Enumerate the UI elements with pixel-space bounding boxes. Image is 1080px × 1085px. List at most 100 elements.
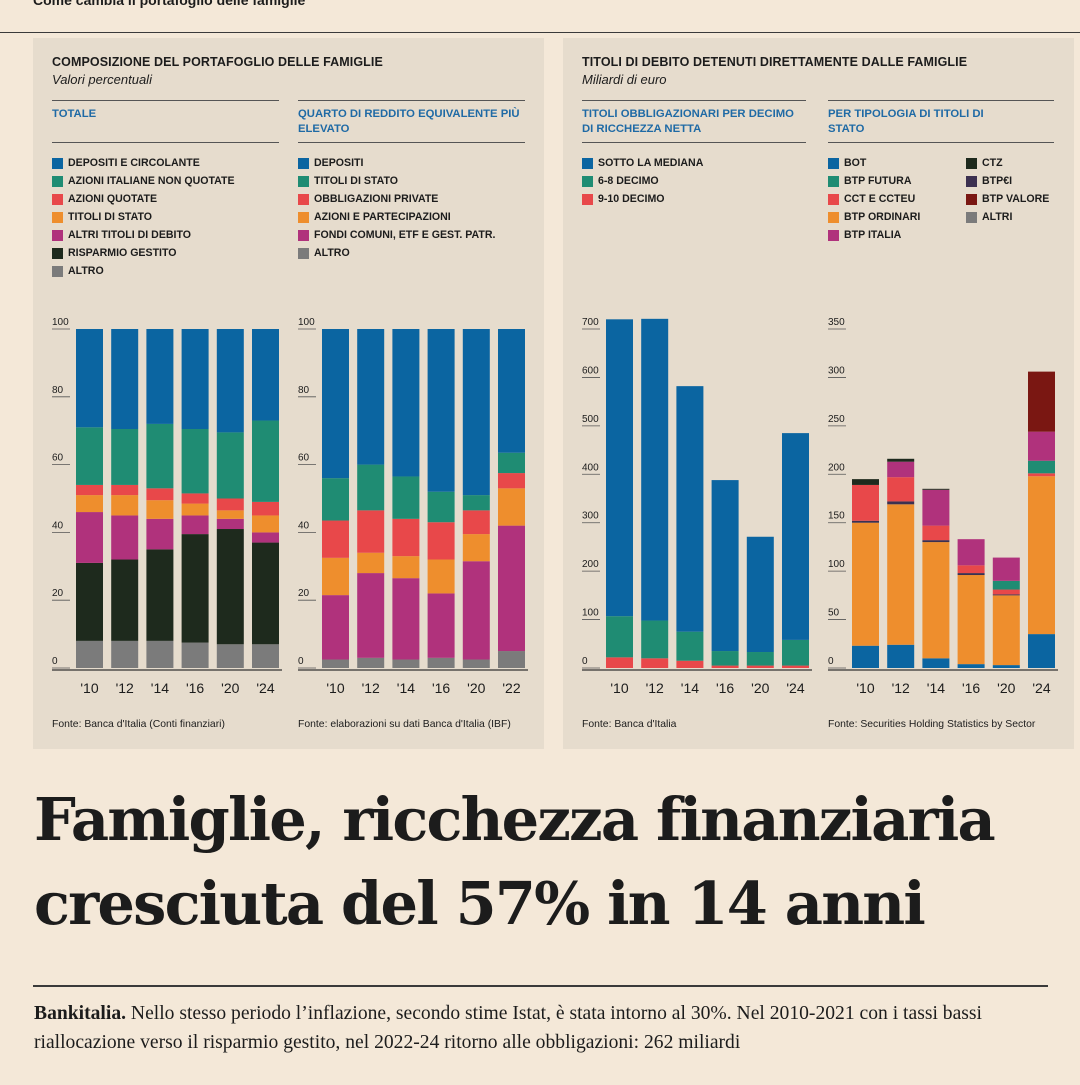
bar-segment [427, 593, 455, 658]
bar-segment [181, 515, 209, 535]
bar-segment [111, 495, 139, 516]
bar-segment [322, 595, 349, 660]
legend-decimo: SOTTO LA MEDIANA 6-8 DECIMO 9-10 DECIMO [582, 154, 703, 208]
bar-segment [992, 557, 1020, 581]
y-tick-label: 20 [298, 588, 310, 599]
bar-segment [146, 640, 174, 668]
panel-portfolio: COMPOSIZIONE DEL PORTAFOGLIO DELLE FAMIG… [33, 38, 544, 749]
x-tick-label: '20 [751, 680, 769, 696]
legend-label: ALTRI TITOLI DI DEBITO [68, 229, 192, 241]
legend-swatch [828, 193, 839, 205]
panel-title: COMPOSIZIONE DEL PORTAFOGLIO DELLE FAMIG… [52, 55, 383, 69]
source-quarto: Fonte: elaborazioni su dati Banca d'Ital… [298, 719, 511, 730]
bar-segment [676, 660, 704, 668]
x-tick-label: '20 [467, 680, 485, 696]
bar-segment [181, 642, 209, 668]
bar-segment [392, 556, 420, 579]
bar-segment [111, 429, 139, 485]
legend-item: ALTRO [298, 244, 495, 262]
bar-segment [887, 501, 915, 505]
bar-segment [181, 493, 209, 504]
bar-segment [1028, 473, 1055, 477]
legend-swatch [298, 247, 309, 259]
bar-segment [76, 484, 103, 496]
bar-segment [498, 329, 525, 453]
legend-item: 6-8 DECIMO [582, 172, 703, 190]
source-decimo: Fonte: Banca d'Italia [582, 719, 677, 730]
bar-segment [1028, 431, 1055, 461]
bar-segment [181, 429, 209, 494]
bar-segment [392, 659, 420, 668]
standfirst-lead: Bankitalia. [34, 1003, 127, 1024]
legend-label: CTZ [982, 157, 1003, 169]
legend-swatch [582, 175, 593, 187]
bar-segment [498, 525, 525, 652]
bar-segment [146, 423, 174, 489]
subheading-decimo: TITOLI OBBLIGAZIONARI PER DECIMO DI RICC… [582, 108, 794, 135]
legend-label: BOT [844, 157, 867, 169]
bar-segment [252, 542, 279, 645]
bar-segment [782, 433, 809, 640]
y-tick-label: 20 [52, 588, 64, 599]
bar-segment [322, 557, 349, 596]
bar-segment [852, 484, 879, 521]
bar-segment [76, 495, 103, 513]
y-tick-label: 400 [582, 462, 599, 473]
bar-segment [111, 329, 139, 430]
bar-segment [357, 657, 385, 668]
bar-segment [606, 657, 633, 668]
bar-segment [76, 640, 103, 668]
bar-segment [852, 522, 879, 646]
bar-segment [992, 665, 1020, 668]
panel-title: TITOLI DI DEBITO DETENUTI DIRETTAMENTE D… [582, 55, 968, 69]
legend-label: 9-10 DECIMO [598, 193, 665, 205]
bar-segment [76, 512, 103, 563]
bar-segment [746, 665, 774, 668]
headline: Famiglie, ricchezza finanziaria cresciut… [34, 778, 996, 946]
y-tick-label: 600 [582, 365, 599, 376]
bar-segment [146, 329, 174, 424]
bar-segment [992, 595, 1020, 666]
legend-item: SOTTO LA MEDIANA [582, 154, 703, 172]
bar-segment [427, 491, 455, 523]
bar-segment [957, 565, 985, 574]
legend-item: TITOLI DI STATO [52, 208, 235, 226]
bar-segment [146, 549, 174, 641]
legend-item: ALTRI [966, 208, 1049, 226]
bar-segment [922, 489, 950, 526]
bar-segment [216, 510, 244, 519]
bar-segment [111, 484, 139, 496]
legend-swatch [298, 193, 309, 205]
legend-swatch [52, 211, 63, 223]
bar-segment [1028, 476, 1055, 635]
legend-label: TITOLI DI STATO [68, 211, 152, 223]
y-tick-label: 50 [828, 608, 840, 619]
bar-segment [111, 640, 139, 668]
legend-swatch [966, 211, 977, 223]
legend-item: BTP€I [966, 172, 1049, 190]
chart-tipologia: 0 50 100 150 200 250 300 350 '10 '12 '14 '16 '20 '24 [828, 317, 1058, 696]
y-tick-label: 80 [298, 385, 310, 396]
legend-label: DEPOSITI [314, 157, 364, 169]
y-tick-label: 200 [582, 559, 599, 570]
legend-item: BTP FUTURA [828, 172, 920, 190]
bar-segment [427, 329, 455, 492]
bar-segment [427, 522, 455, 560]
legend-label: ALTRO [68, 265, 104, 277]
legend-item: AZIONI QUOTATE [52, 190, 235, 208]
x-tick-label: '16 [186, 680, 204, 696]
x-tick-label: '24 [786, 680, 804, 696]
legend-swatch [52, 229, 63, 241]
legend-swatch [582, 157, 593, 169]
y-tick-label: 40 [52, 520, 64, 531]
legend-label: BTP€I [982, 175, 1013, 187]
bar-segment [922, 488, 950, 490]
x-tick-label: '10 [326, 680, 344, 696]
rule-3b [582, 142, 806, 143]
legend-label: BTP ORDINARI [844, 211, 921, 223]
bar-segment [498, 473, 525, 489]
bar-segment [887, 458, 915, 462]
bar-segment [1028, 634, 1055, 668]
bar-segment [746, 652, 774, 666]
bar-segment [216, 518, 244, 530]
